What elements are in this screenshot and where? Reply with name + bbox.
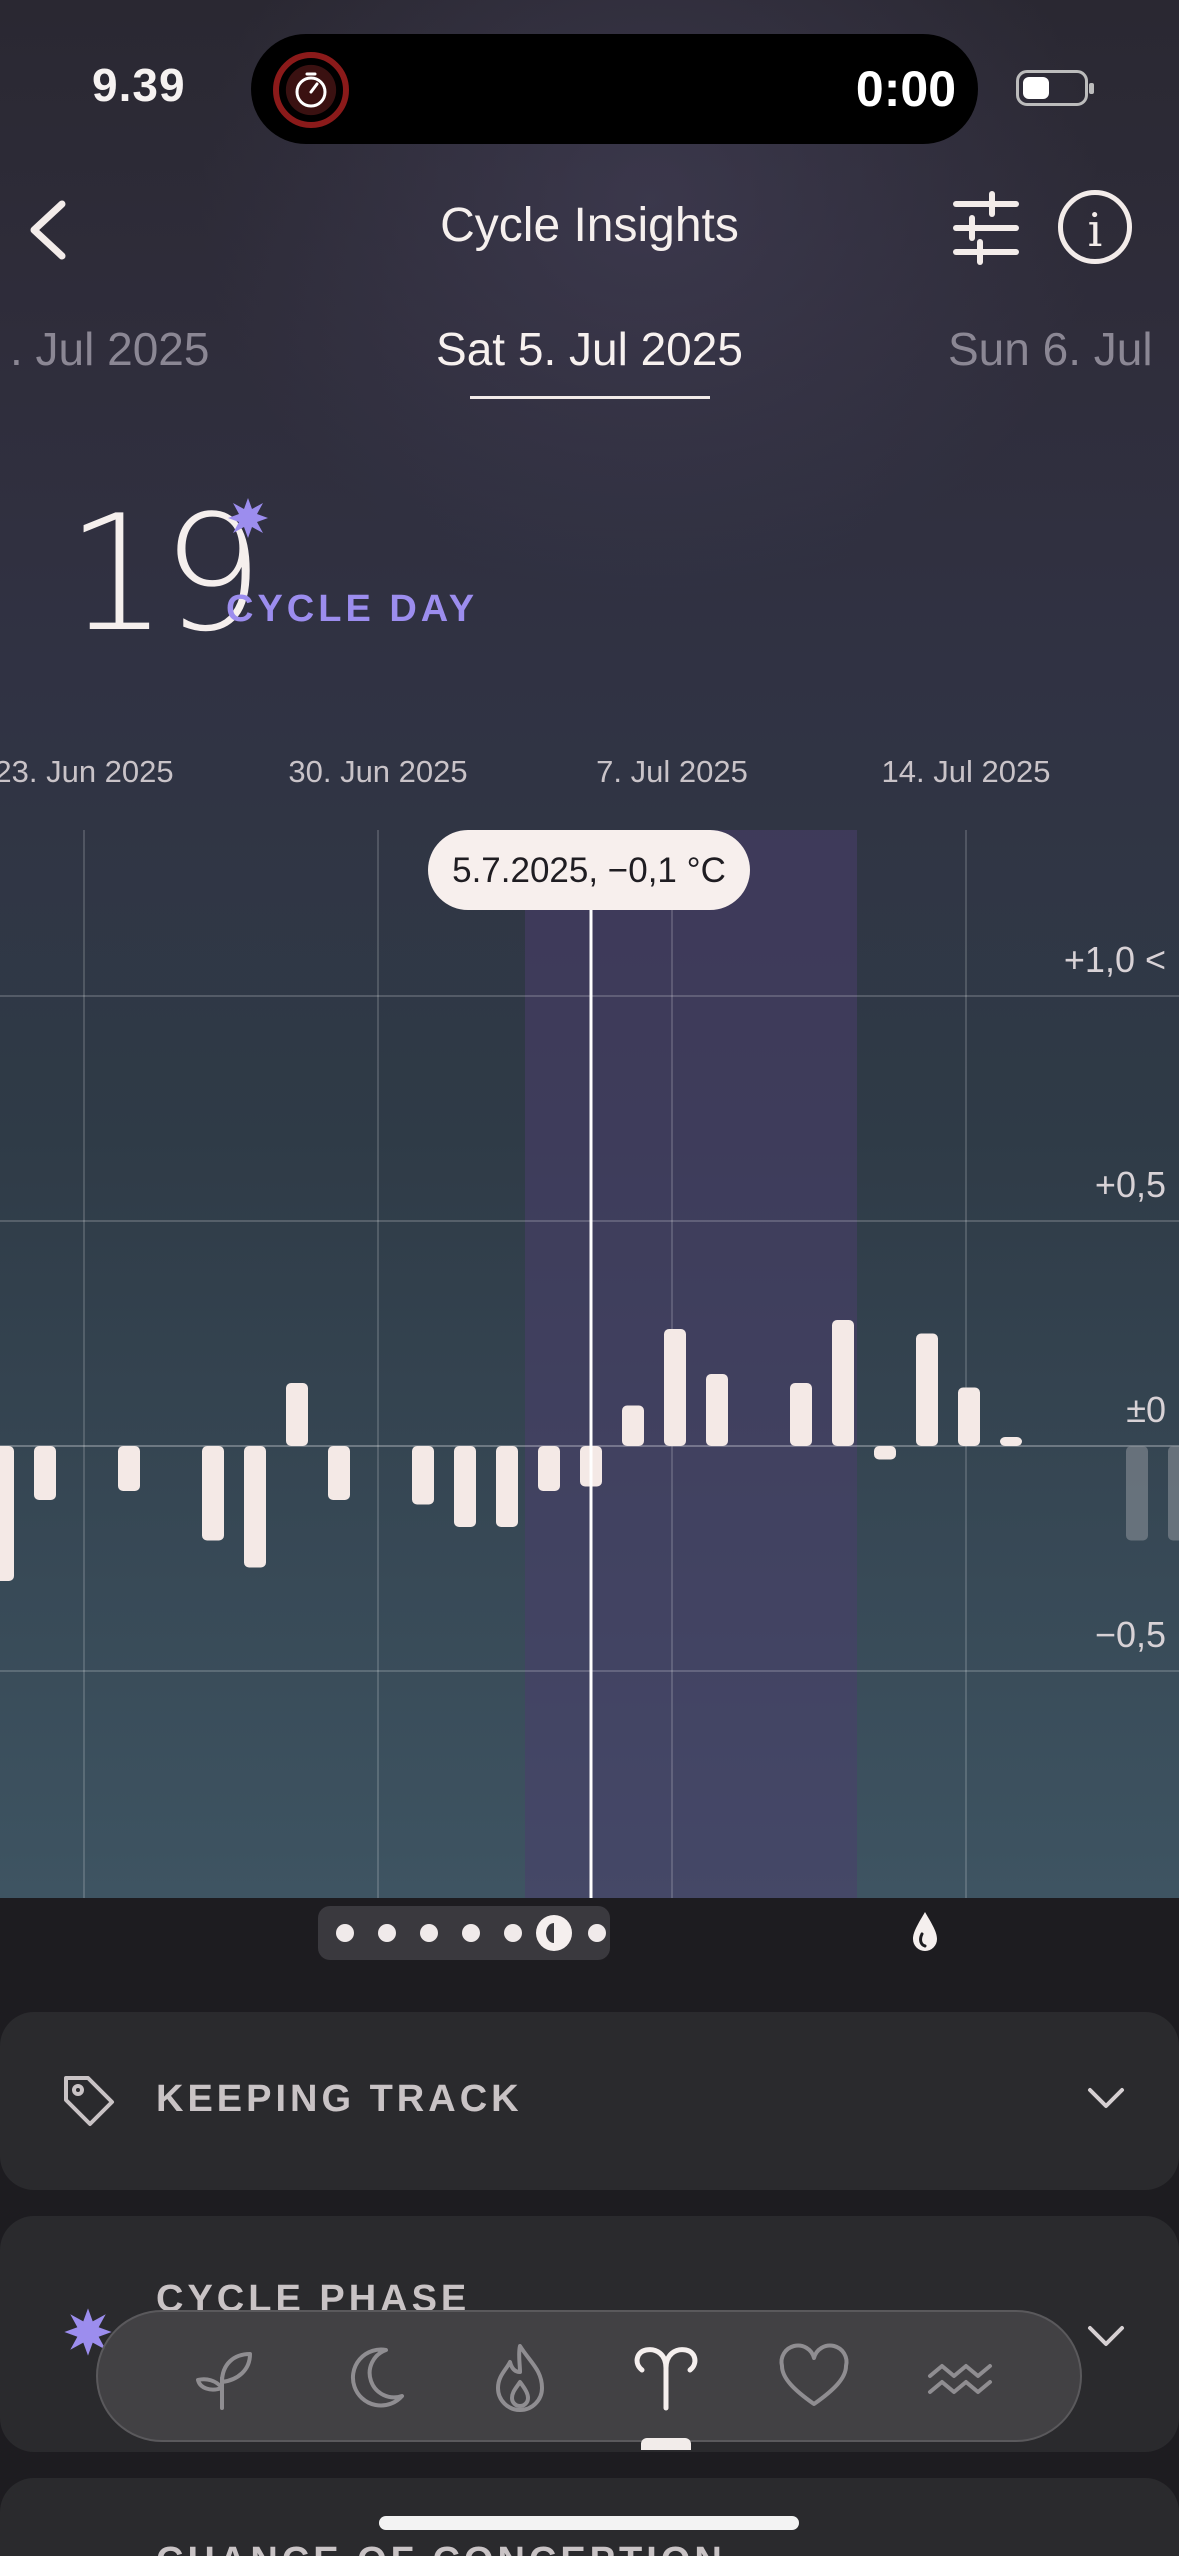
info-button[interactable]: i: [1058, 190, 1132, 264]
temperature-bar: [202, 1446, 224, 1541]
temperature-bar: [790, 1383, 812, 1446]
stopwatch-icon: [273, 52, 349, 128]
sprout-icon: [196, 2352, 252, 2410]
temperature-bar: [622, 1405, 644, 1446]
sliders-icon: [953, 191, 1019, 265]
pager-dot[interactable]: [536, 1915, 572, 1951]
x-axis-label: 23. Jun 2025: [0, 754, 174, 789]
temperature-bar: [286, 1383, 308, 1446]
dynamic-island[interactable]: 0:00: [251, 34, 978, 144]
temperature-bar: [664, 1329, 686, 1446]
filter-button[interactable]: [950, 190, 1022, 266]
tab-aquarius[interactable]: [920, 2338, 1000, 2418]
heart-icon: [779, 2343, 849, 2406]
y-axis-label: −0,5: [1095, 1614, 1166, 1655]
tab-sprout[interactable]: [186, 2338, 266, 2418]
temperature-bar: [538, 1446, 560, 1491]
chart-pager[interactable]: [318, 1906, 610, 1960]
cycle-day-label: CYCLE DAY: [226, 588, 479, 630]
insights-hero: 9.39 0:00 Cycle Insights: [0, 0, 1179, 1898]
date-tab-previous[interactable]: . Jul 2025: [10, 323, 210, 375]
tag-icon: [64, 2076, 114, 2126]
cycle-day-number: 19: [66, 480, 264, 667]
temperature-bar: [832, 1320, 854, 1446]
temperature-bar: [706, 1374, 728, 1446]
tab-flame[interactable]: [480, 2338, 560, 2418]
temperature-bar: [1126, 1446, 1148, 1541]
chevron-down-icon[interactable]: [1086, 2084, 1126, 2112]
temperature-bar: [916, 1333, 938, 1446]
fertile-window-band: [525, 830, 857, 1898]
bottom-tab-bar: [96, 2310, 1082, 2450]
pager-dot[interactable]: [588, 1924, 606, 1942]
date-tab-next[interactable]: Sun 6. Jul: [948, 323, 1153, 375]
aquarius-icon: [928, 2364, 992, 2394]
tab-moon[interactable]: [334, 2338, 414, 2418]
temperature-bar: [118, 1446, 140, 1491]
home-indicator[interactable]: [379, 2516, 799, 2530]
tab-aries[interactable]: [626, 2338, 706, 2450]
temperature-bar: [34, 1446, 56, 1500]
x-axis-label: 30. Jun 2025: [288, 754, 467, 789]
temperature-bar: [958, 1387, 980, 1446]
chevron-down-icon[interactable]: [1086, 2322, 1126, 2350]
info-icon: i: [1087, 203, 1103, 257]
chart-tooltip-text: 5.7.2025, −0,1 °C: [452, 851, 726, 890]
temperature-bar: [328, 1446, 350, 1500]
temperature-bar: [496, 1446, 518, 1527]
chart-tooltip: [428, 830, 750, 910]
timer-value: 0:00: [855, 61, 956, 117]
temperature-bar: [1168, 1446, 1179, 1541]
flame-icon: [496, 2344, 544, 2412]
x-axis-label: 14. Jul 2025: [882, 754, 1051, 789]
pager-dot[interactable]: [336, 1924, 354, 1942]
temperature-bar: [454, 1446, 476, 1527]
date-tab-underline: [470, 396, 710, 399]
pager-dot[interactable]: [504, 1924, 522, 1942]
pager-dot[interactable]: [462, 1924, 480, 1942]
chevron-left-icon: [30, 200, 66, 260]
page-title: Cycle Insights: [440, 199, 739, 252]
y-axis-label: ±0: [1126, 1389, 1166, 1430]
active-tab-indicator: [641, 2438, 691, 2450]
temperature-bar: [874, 1446, 896, 1460]
card-title: KEEPING TRACK: [156, 2078, 523, 2120]
star-icon: [228, 498, 268, 538]
card-title: CHANCE OF CONCEPTION: [156, 2540, 726, 2556]
tab-heart[interactable]: [774, 2338, 854, 2418]
battery-icon: [1016, 70, 1094, 106]
y-axis-label: +1,0 <: [1064, 939, 1166, 980]
date-tab-current[interactable]: Sat 5. Jul 2025: [436, 323, 743, 375]
aries-icon: [634, 2347, 698, 2411]
pager-dot[interactable]: [378, 1924, 396, 1942]
back-button[interactable]: [18, 190, 88, 270]
y-axis-label: +0,5: [1095, 1164, 1166, 1205]
moon-icon: [350, 2347, 404, 2408]
x-axis-label: 7. Jul 2025: [596, 754, 748, 789]
star-icon: [64, 2308, 112, 2356]
temperature-bar: [0, 1446, 14, 1581]
temperature-chart[interactable]: 23. Jun 2025 30. Jun 2025 7. Jul 2025 14. J…: [0, 740, 1179, 1898]
keeping-track-card[interactable]: KEEPING TRACK: [0, 2012, 1179, 2190]
status-time: 9.39: [92, 59, 186, 111]
temperature-bar: [1000, 1437, 1022, 1446]
pager-dot[interactable]: [420, 1924, 438, 1942]
temperature-bar: [412, 1446, 434, 1505]
temperature-bar: [244, 1446, 266, 1568]
drop-icon: [913, 1912, 937, 1951]
